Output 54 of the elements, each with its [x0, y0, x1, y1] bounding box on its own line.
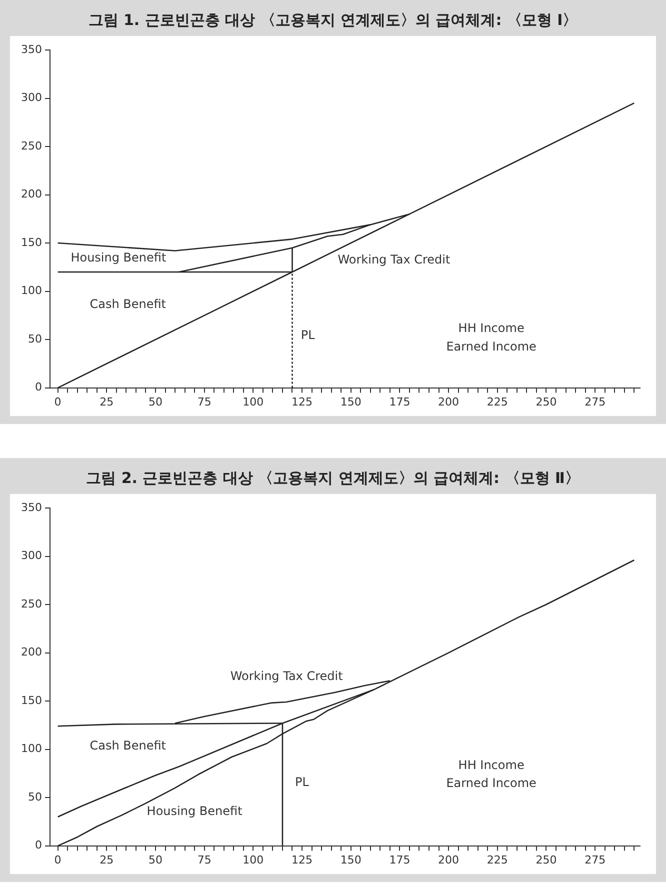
y-tick-label: 50: [28, 790, 42, 804]
x-tick-label: 50: [148, 853, 162, 866]
y-tick-label: 200: [20, 646, 42, 659]
annotation: PL: [300, 328, 316, 342]
x-tick-label: 0: [54, 853, 62, 866]
y-tick-label: 100: [20, 742, 42, 756]
x-tick-label: 75: [197, 853, 212, 866]
x-tick-label: 100: [242, 853, 264, 866]
x-tick-label: 275: [584, 395, 606, 408]
x-tick-label: 100: [242, 395, 264, 408]
y-tick-label: 300: [20, 549, 42, 562]
annotation: Housing Benefit: [146, 804, 243, 818]
x-tick-label: 250: [536, 395, 557, 408]
y-tick-label: 0: [34, 838, 42, 852]
annotation: Earned Income: [446, 776, 536, 790]
x-tick-label: 25: [100, 395, 114, 408]
chart-title: 그림 2. 근로빈곤층 대상 〈고용복지 연계제도〉의 급여체계: 〈모형 Ⅱ〉: [85, 468, 581, 489]
annotation: HH Income: [458, 758, 524, 772]
x-tick-label: 125: [292, 853, 313, 866]
x-tick-label: 175: [389, 853, 410, 866]
annotation: HH Income: [458, 321, 524, 336]
chart-title: 그림 1. 근로빈곤층 대상 〈고용복지 연계제도〉의 급여체계: 〈모형 Ⅰ〉: [87, 10, 579, 31]
y-tick-label: 300: [20, 91, 42, 104]
x-tick-label: 225: [486, 395, 508, 408]
y-tick-label: 250: [20, 139, 42, 152]
y-tick-label: 200: [20, 188, 42, 201]
x-tick-label: 200: [438, 395, 460, 408]
annotation: Working Tax Credit: [230, 669, 344, 684]
x-tick-label: 0: [54, 395, 62, 408]
y-tick-label: 0: [34, 380, 42, 394]
annotation: Earned Income: [446, 339, 536, 354]
y-tick-label: 100: [20, 284, 42, 298]
y-tick-label: 150: [20, 236, 42, 249]
x-tick-label: 275: [584, 853, 606, 866]
x-tick-label: 150: [340, 853, 362, 866]
x-tick-label: 150: [340, 395, 362, 408]
annotation: Working Tax Credit: [338, 252, 450, 267]
y-tick-label: 350: [20, 42, 42, 56]
annotation: Housing Benefit: [70, 250, 166, 265]
annotation: Cash Benefit: [90, 296, 166, 311]
y-tick-label: 350: [20, 500, 42, 514]
x-tick-label: 200: [438, 853, 460, 866]
x-tick-label: 125: [292, 395, 313, 408]
annotation: Cash Benefit: [90, 738, 166, 753]
y-tick-label: 250: [20, 597, 42, 610]
y-tick-label: 50: [28, 332, 42, 346]
x-tick-label: 225: [486, 853, 508, 866]
x-tick-label: 175: [389, 395, 410, 408]
y-tick-label: 150: [20, 694, 42, 707]
x-tick-label: 75: [197, 395, 212, 408]
annotation: PL: [294, 775, 310, 790]
x-tick-label: 250: [536, 853, 557, 866]
x-tick-label: 50: [148, 395, 162, 408]
x-tick-label: 25: [100, 853, 114, 866]
